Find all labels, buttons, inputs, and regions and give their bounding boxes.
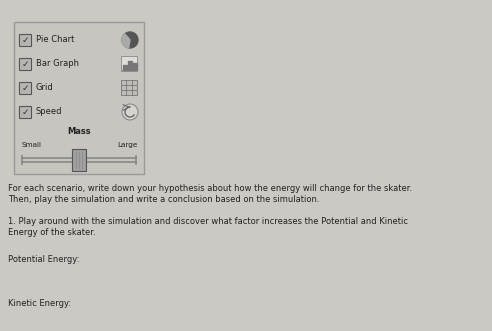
Text: Mass: Mass	[67, 127, 91, 136]
Circle shape	[122, 104, 138, 120]
Circle shape	[122, 32, 138, 48]
Bar	[14, 22, 144, 174]
Bar	[128, 61, 132, 70]
Text: Bar Graph: Bar Graph	[36, 60, 79, 69]
Text: For each scenario, write down your hypothesis about how the energy will change f: For each scenario, write down your hypot…	[8, 184, 412, 193]
Text: Speed: Speed	[36, 108, 62, 117]
Text: Kinetic Energy:: Kinetic Energy:	[8, 300, 71, 308]
Text: Pie Chart: Pie Chart	[36, 35, 74, 44]
Text: ✓: ✓	[22, 83, 29, 92]
Text: Potential Energy:: Potential Energy:	[8, 256, 79, 264]
Bar	[121, 80, 137, 95]
Text: Large: Large	[118, 142, 138, 148]
Text: ✓: ✓	[22, 35, 29, 44]
Wedge shape	[122, 34, 130, 48]
Text: Grid: Grid	[36, 83, 54, 92]
Text: ✓: ✓	[22, 108, 29, 117]
FancyBboxPatch shape	[20, 107, 31, 118]
Text: Small: Small	[22, 142, 42, 148]
Bar	[133, 63, 137, 70]
FancyBboxPatch shape	[20, 82, 31, 94]
Text: Energy of the skater.: Energy of the skater.	[8, 228, 95, 237]
Text: ✓: ✓	[22, 60, 29, 69]
FancyBboxPatch shape	[20, 34, 31, 46]
FancyBboxPatch shape	[20, 59, 31, 71]
Bar	[121, 56, 137, 71]
Text: 1. Play around with the simulation and discover what factor increases the Potent: 1. Play around with the simulation and d…	[8, 217, 408, 226]
Text: Then, play the simulation and write a conclusion based on the simulation.: Then, play the simulation and write a co…	[8, 195, 319, 204]
Bar	[123, 65, 127, 70]
Bar	[72, 149, 86, 171]
